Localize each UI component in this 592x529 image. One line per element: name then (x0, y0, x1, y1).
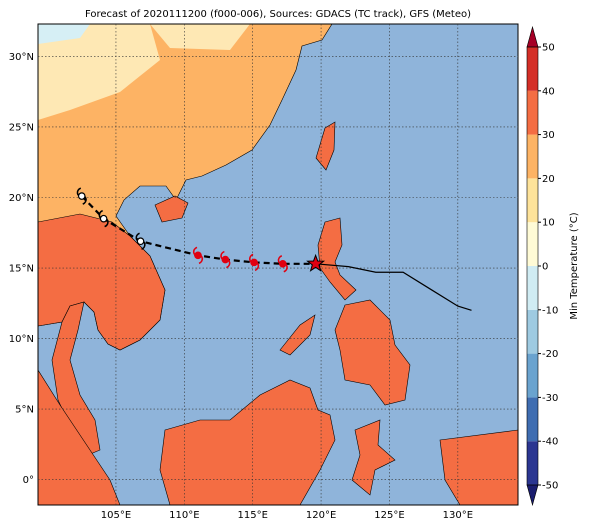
cool-region (150, 24, 250, 50)
colorbar-tick-label: -50 (542, 481, 558, 492)
lon-label: 120°E (306, 510, 336, 521)
lon-label: 125°E (374, 510, 404, 521)
cool-region (38, 24, 160, 120)
colorbar-tick-label: -20 (542, 349, 558, 360)
forecast-track (80, 195, 316, 265)
colorbar-tick-label: -40 (542, 437, 558, 448)
colorbar-segment (527, 309, 538, 354)
lat-label: 20°N (9, 193, 34, 204)
lon-label: 115°E (237, 510, 267, 521)
colorbar-segment (527, 397, 538, 442)
cyclone-center (278, 259, 287, 268)
land (38, 24, 518, 505)
map-title: Forecast of 2020111200 (f000-006), Sourc… (85, 9, 471, 20)
graticule: 105°E 110°E 115°E 120°E 125°E 130°E 0° 5°N 10°N 1… (9, 24, 518, 521)
cyclone-track (76, 187, 472, 311)
cyclone-center (99, 214, 108, 223)
colorbar-segment (527, 90, 538, 135)
colorbar-segment (527, 353, 538, 398)
colorbar-tick-label: 50 (542, 43, 555, 54)
colorbar-segment (527, 178, 538, 223)
lat-label: 5°N (15, 405, 34, 416)
past-track (315, 263, 472, 311)
colorbar-tick-label: 10 (542, 218, 555, 229)
colorbar-under (526, 484, 539, 507)
colorbar-segment (527, 266, 538, 310)
colorbar-segment (527, 134, 538, 179)
palawan (279, 314, 316, 356)
cyclone-center (221, 255, 230, 264)
cyclone-center (77, 192, 86, 200)
cyclone-center (250, 258, 258, 267)
cold-region (38, 24, 90, 44)
cyclone-center (136, 237, 145, 246)
sumatra (38, 369, 121, 505)
colorbar-tick-label: 0 (542, 262, 548, 273)
lat-label: 30°N (9, 52, 34, 63)
luzon (317, 217, 357, 301)
colorbar-segment (527, 47, 538, 91)
cyclone-center (194, 251, 202, 260)
new-guinea (439, 429, 518, 505)
lon-label: 130°E (443, 510, 473, 521)
colorbar-tick-label: -30 (542, 393, 558, 404)
colorbar-tick-label: 40 (542, 86, 555, 97)
colorbar-label: Min Temperature (°C) (569, 212, 580, 319)
lat-label: 10°N (9, 334, 34, 345)
colorbar: -50 -40 -30 -20 -10 0 10 20 30 40 50 (526, 25, 558, 507)
sulawesi (351, 419, 396, 496)
lat-label: 0° (23, 475, 34, 486)
colorbar-tick-label: 30 (542, 130, 555, 141)
lat-label: 15°N (9, 264, 34, 275)
colorbar-tick-label: 20 (542, 174, 555, 185)
map-frame (37, 23, 519, 506)
borneo (159, 379, 336, 505)
taiwan (315, 121, 336, 171)
visayas-mindanao (334, 299, 411, 406)
lat-label: 25°N (9, 122, 34, 133)
lon-label: 110°E (169, 510, 199, 521)
colorbar-segment (527, 222, 538, 266)
lon-label: 105°E (101, 510, 131, 521)
malay-peninsula (51, 301, 101, 456)
colorbar-segment (527, 441, 538, 485)
colorbar-over (526, 25, 539, 48)
current-position (306, 253, 326, 272)
colorbar-tick-label: -10 (542, 305, 558, 316)
